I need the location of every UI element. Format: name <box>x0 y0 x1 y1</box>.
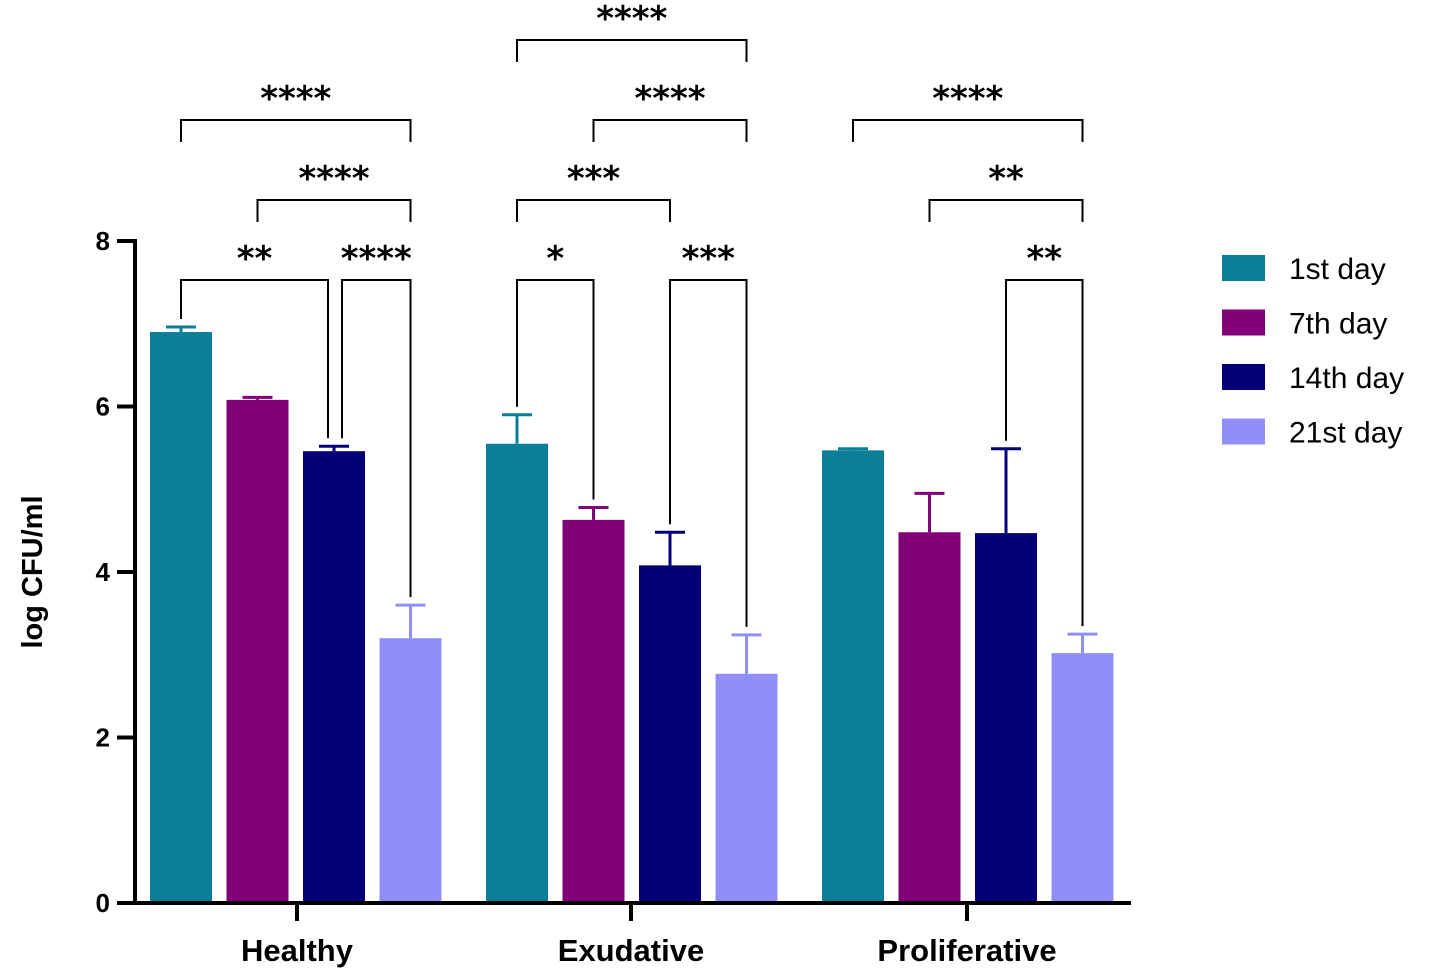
bar-exudative-7th-day <box>562 519 625 903</box>
bar-exudative-21st-day <box>715 673 778 903</box>
legend-swatch-1 <box>1222 255 1265 281</box>
significance-bracket <box>341 279 412 598</box>
significance-label: **** <box>298 159 369 199</box>
bar-healthy-21st-day <box>379 638 442 903</box>
significance-bracket <box>516 199 671 222</box>
significance-label: **** <box>634 79 705 119</box>
x-category-label-healthy: Healthy <box>241 933 354 968</box>
significance-bracket <box>928 199 1084 222</box>
bar-healthy-14th-day <box>303 451 365 903</box>
significance-layer: ** ************* ********************** <box>180 0 1084 627</box>
bar-healthy-1st-day <box>150 332 212 903</box>
bar-exudative-14th-day <box>639 565 701 903</box>
bar-proliferative-21st-day <box>1051 653 1114 903</box>
significance-label: ** <box>1026 239 1062 279</box>
significance-label: **** <box>260 79 331 119</box>
significance-label: **** <box>341 239 412 279</box>
legend: 1st day 7th day 14th day 21st day <box>1222 253 1404 450</box>
y-tick-label: 8 <box>96 226 110 256</box>
bar-proliferative-7th-day <box>898 532 961 903</box>
bar-proliferative-14th-day <box>975 533 1037 903</box>
x-category-label-proliferative: Proliferative <box>877 933 1056 968</box>
legend-swatch-3 <box>1222 364 1265 390</box>
significance-bracket <box>516 39 748 62</box>
significance-label: **** <box>596 0 667 39</box>
legend-swatch-4 <box>1222 418 1265 445</box>
legend-label-3: 14th day <box>1289 362 1404 395</box>
y-tick-label: 6 <box>96 392 110 422</box>
significance-bracket <box>592 119 748 142</box>
significance-bracket <box>180 119 412 142</box>
significance-label: **** <box>932 79 1003 119</box>
y-tick-label: 4 <box>96 557 111 587</box>
legend-swatch-2 <box>1222 309 1265 336</box>
bar-proliferative-1st-day <box>822 450 884 903</box>
significance-label: ** <box>988 159 1024 199</box>
significance-bracket <box>852 119 1084 142</box>
significance-bracket <box>669 279 748 627</box>
legend-label-1: 1st day <box>1289 253 1386 286</box>
significance-label: *** <box>682 239 736 279</box>
error-bars-layer <box>166 325 1098 674</box>
y-axis-title: log CFU/ml <box>17 495 49 648</box>
significance-bracket <box>516 279 595 500</box>
legend-label-2: 7th day <box>1289 308 1387 341</box>
significance-bracket <box>256 199 412 222</box>
y-tick-label: 0 <box>96 888 110 918</box>
y-tick-label: 2 <box>96 723 110 753</box>
x-category-label-exudative: Exudative <box>558 933 704 968</box>
legend-label-4: 21st day <box>1289 417 1402 450</box>
significance-bracket <box>180 279 329 439</box>
bars-layer <box>150 332 1114 903</box>
bar-exudative-1st-day <box>486 443 548 903</box>
significance-bracket <box>1005 279 1084 627</box>
significance-label: ** <box>237 239 273 279</box>
significance-label: *** <box>567 159 621 199</box>
significance-label: * <box>546 239 564 279</box>
axes-layer: 0 2 4 6 8 Healthy Exudative Proliferative <box>96 226 1131 968</box>
bar-healthy-7th-day <box>226 399 289 903</box>
